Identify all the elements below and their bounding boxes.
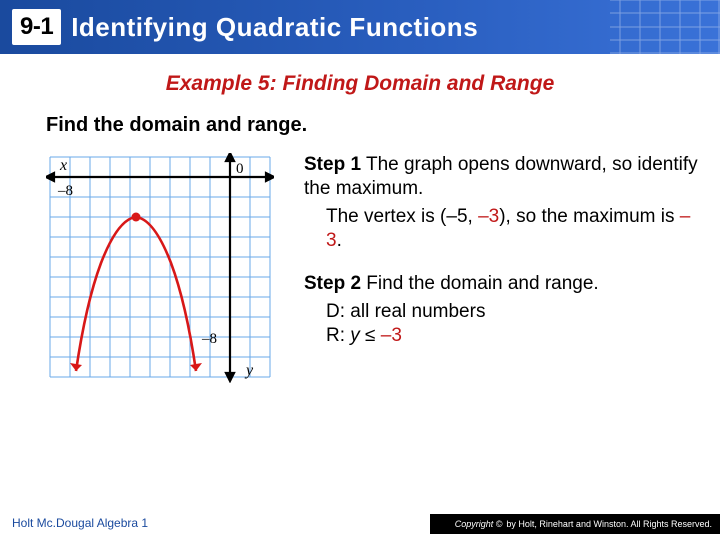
- header-grid-decoration: [610, 0, 720, 54]
- steps-column: Step 1 The graph opens downward, so iden…: [276, 153, 700, 383]
- range-rel: ≤: [360, 325, 381, 346]
- y-neg8-label: –8: [201, 331, 217, 347]
- example-title: Example 5: Finding Domain and Range: [0, 72, 720, 96]
- range-value: –3: [381, 325, 402, 346]
- graph-column: x y 0 –8 –8: [46, 153, 276, 383]
- domain-label: D:: [326, 301, 350, 322]
- vertex-end: .: [337, 230, 342, 251]
- lesson-title: Identifying Quadratic Functions: [71, 12, 478, 43]
- vertex-post: ), so the maximum is: [499, 206, 680, 227]
- domain-value: all real numbers: [350, 301, 485, 322]
- range-label: R:: [326, 325, 350, 346]
- vertex-pre: The vertex is (: [326, 206, 446, 227]
- step-1: Step 1 The graph opens downward, so iden…: [304, 153, 700, 254]
- step2-text: Find the domain and range.: [361, 273, 599, 294]
- step-2: Step 2 Find the domain and range. D: all…: [304, 272, 700, 349]
- footer-copyright: Copyright © by Holt, Rinehart and Winsto…: [430, 514, 720, 534]
- parabola-graph: x y 0 –8 –8: [46, 153, 274, 383]
- y-axis-label: y: [244, 362, 254, 379]
- copyright-text: by Holt, Rinehart and Winston. All Right…: [506, 519, 712, 529]
- step1-label: Step 1: [304, 154, 361, 175]
- slide-header: 9-1 Identifying Quadratic Functions: [0, 0, 720, 54]
- range-var: y: [350, 325, 360, 346]
- x-axis-label: x: [59, 157, 67, 174]
- copyright-icon: Copyright ©: [455, 519, 503, 529]
- content-row: x y 0 –8 –8 Step 1 The graph opens downw…: [0, 153, 720, 383]
- step2-label: Step 2: [304, 273, 361, 294]
- vertex-mid: ,: [468, 206, 479, 227]
- instruction-text: Find the domain and range.: [46, 114, 720, 137]
- step1-detail: The vertex is (–5, –3), so the maximum i…: [326, 205, 700, 254]
- vertex-y: –3: [478, 206, 499, 227]
- footer-publisher: Holt Mc.Dougal Algebra 1: [12, 516, 148, 530]
- vertex-x: –5: [446, 206, 467, 227]
- x-neg8-label: –8: [57, 183, 73, 199]
- section-number: 9-1: [12, 9, 61, 45]
- origin-label: 0: [236, 161, 244, 177]
- step1-text: The graph opens downward, so identify th…: [304, 154, 698, 199]
- step2-detail: D: all real numbers R: y ≤ –3: [326, 300, 700, 349]
